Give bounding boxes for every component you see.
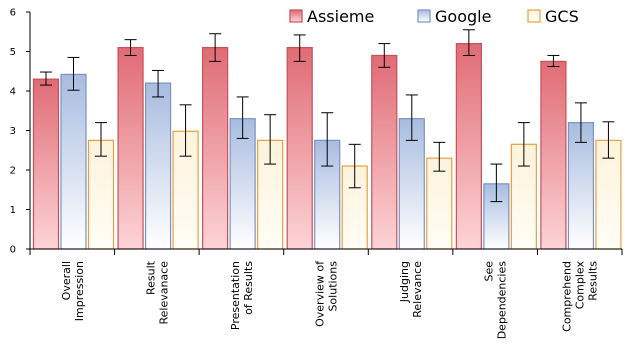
x-category-label: of Results — [242, 261, 255, 315]
legend-label-assieme: Assieme — [307, 7, 374, 26]
legend: Assieme Google GCS — [289, 7, 579, 26]
bar-assieme — [32, 78, 60, 250]
x-category-label: Impression — [73, 261, 86, 321]
y-tick-label: 6 — [10, 8, 16, 19]
x-category-label: Overall — [60, 261, 73, 300]
x-category-label: Relevanace — [157, 261, 170, 325]
legend-swatch-gcs — [527, 9, 541, 23]
y-tick-label: 1 — [10, 205, 16, 216]
bar-google — [144, 82, 172, 250]
bar-google — [60, 73, 87, 250]
x-category-label: Result — [144, 260, 157, 295]
x-category-label: Relevance — [411, 261, 424, 318]
x-category-label: Judging — [398, 261, 411, 303]
bar-google — [229, 118, 256, 250]
x-category-label: Results — [587, 261, 600, 301]
bar-assieme — [117, 46, 144, 250]
x-category-label: Overview of — [314, 260, 327, 327]
bar-assieme — [286, 46, 313, 250]
x-category-label: Presentation — [229, 261, 242, 330]
bar-gcs — [426, 157, 453, 250]
bar-assieme — [202, 46, 229, 250]
x-category-label: Complex — [574, 261, 587, 310]
x-axis: Overall Impression Result Relevanace Present… — [29, 248, 623, 340]
y-tick-label: 3 — [10, 126, 16, 137]
y-tick-label: 0 — [10, 245, 16, 256]
legend-label-google: Google — [435, 7, 491, 26]
legend-label-gcs: GCS — [545, 7, 579, 26]
x-category-label: Dependencies — [496, 261, 509, 340]
x-category-label: Solutions — [327, 261, 340, 312]
y-tick-label: 4 — [10, 87, 16, 98]
legend-swatch-google — [417, 9, 431, 23]
bars — [32, 29, 622, 250]
y-tick-label: 2 — [10, 166, 16, 177]
y-axis: 0 1 2 3 4 5 6 — [10, 8, 31, 256]
y-tick-label: 5 — [10, 47, 16, 58]
bar-assieme — [455, 42, 482, 250]
x-category-label: Comprehend — [561, 261, 574, 332]
legend-swatch-assieme — [289, 9, 303, 23]
bar-assieme — [540, 60, 567, 250]
bar-assieme — [371, 54, 398, 250]
x-category-label: See — [483, 261, 496, 282]
